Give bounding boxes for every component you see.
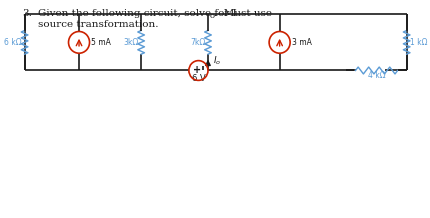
Text: 3.: 3. <box>23 9 33 18</box>
Text: .  Must use: . Must use <box>213 9 271 18</box>
Text: 1 kΩ: 1 kΩ <box>409 38 427 47</box>
Text: Given the following circuit, solve for I: Given the following circuit, solve for I <box>38 9 236 18</box>
Text: 6 V: 6 V <box>191 74 205 83</box>
Text: o: o <box>209 12 215 20</box>
Text: 5 mA: 5 mA <box>91 38 111 47</box>
Text: 3kΩ: 3kΩ <box>123 38 138 47</box>
Text: $I_o$: $I_o$ <box>212 54 221 67</box>
Text: source transformation.: source transformation. <box>38 20 158 29</box>
Text: 3 mA: 3 mA <box>292 38 311 47</box>
Text: +: + <box>193 65 201 75</box>
Text: 4 kΩ: 4 kΩ <box>367 71 384 80</box>
Text: 7kΩ: 7kΩ <box>190 38 205 47</box>
Text: 6 kΩ: 6 kΩ <box>4 38 22 47</box>
